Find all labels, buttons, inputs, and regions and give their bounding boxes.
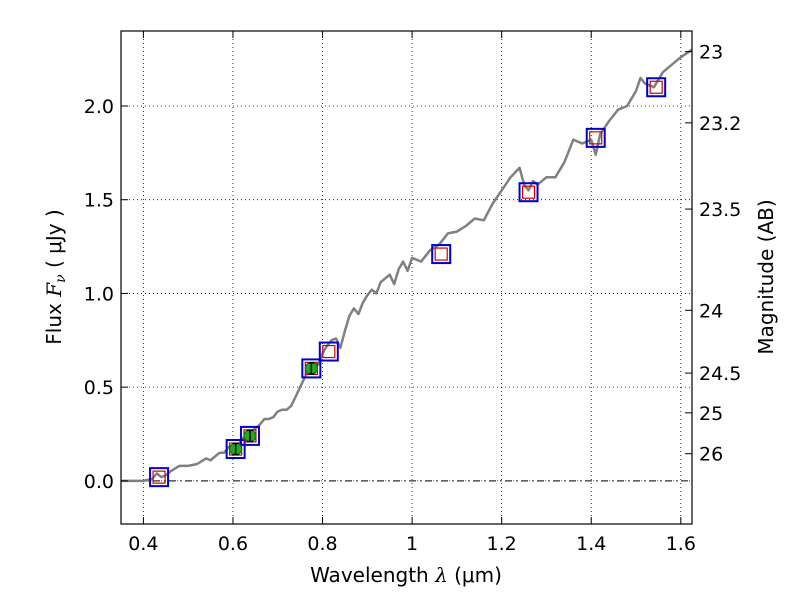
photometry-markers — [149, 77, 667, 488]
photometry-band-square — [585, 127, 606, 148]
photometry-model-square — [152, 470, 166, 484]
grid-lines — [121, 31, 692, 524]
photometry-model-square — [589, 131, 603, 145]
photometry-band-square — [646, 77, 667, 98]
plot-frame — [120, 30, 693, 525]
axis-ticks: 0.4 0.6 0.8 1 1.2 1.4 1.6 0.0 0.5 1.0 1.5 2.0 23 23.2… — [84, 31, 741, 555]
photometry-band-square — [225, 439, 246, 460]
photometry-model-square — [521, 185, 536, 199]
x-tick-label: 0.8 — [307, 533, 337, 555]
photometry-band-square — [149, 467, 170, 488]
magnitude-tick-label: 25 — [699, 403, 723, 425]
x-tick-label: 1.4 — [576, 533, 606, 555]
x-tick-label: 1.6 — [666, 533, 696, 555]
photometry-model-square — [649, 80, 663, 94]
y-tick-label: 0.0 — [84, 471, 114, 493]
magnitude-tick-label: 24.5 — [699, 363, 741, 385]
magnitude-tick-label: 23 — [699, 42, 723, 64]
x-tick-label: 1.2 — [487, 533, 517, 555]
magnitude-tick-label: 23.2 — [699, 113, 741, 135]
x-axis-label: Wavelength λ (μm) — [310, 563, 502, 587]
model-spectrum-line — [121, 48, 692, 483]
photometry-band-square — [239, 425, 260, 446]
y-tick-label: 2.0 — [84, 96, 114, 118]
magnitude-tick-label: 24 — [699, 300, 723, 322]
photometry-band-square — [431, 244, 452, 265]
y-tick-label: 0.5 — [84, 377, 114, 399]
y-tick-label: 1.5 — [84, 190, 114, 212]
y-tick-label: 1.0 — [84, 283, 114, 305]
x-tick-label: 0.4 — [128, 533, 158, 555]
x-tick-label: 0.6 — [218, 533, 248, 555]
photometry-band-square — [301, 358, 322, 379]
x-tick-label: 1 — [406, 533, 418, 555]
photometry-model-square — [322, 344, 336, 359]
magnitude-tick-label: 26 — [699, 444, 723, 466]
y-axis-label: Flux Fν ( μJy ) — [42, 209, 69, 344]
right-axis-label: Magnitude (AB) — [754, 199, 778, 354]
photometry-band-square — [318, 341, 339, 362]
magnitude-tick-label: 23.5 — [699, 199, 741, 221]
photometry-model-square — [434, 247, 448, 261]
photometry-band-square — [518, 182, 539, 203]
